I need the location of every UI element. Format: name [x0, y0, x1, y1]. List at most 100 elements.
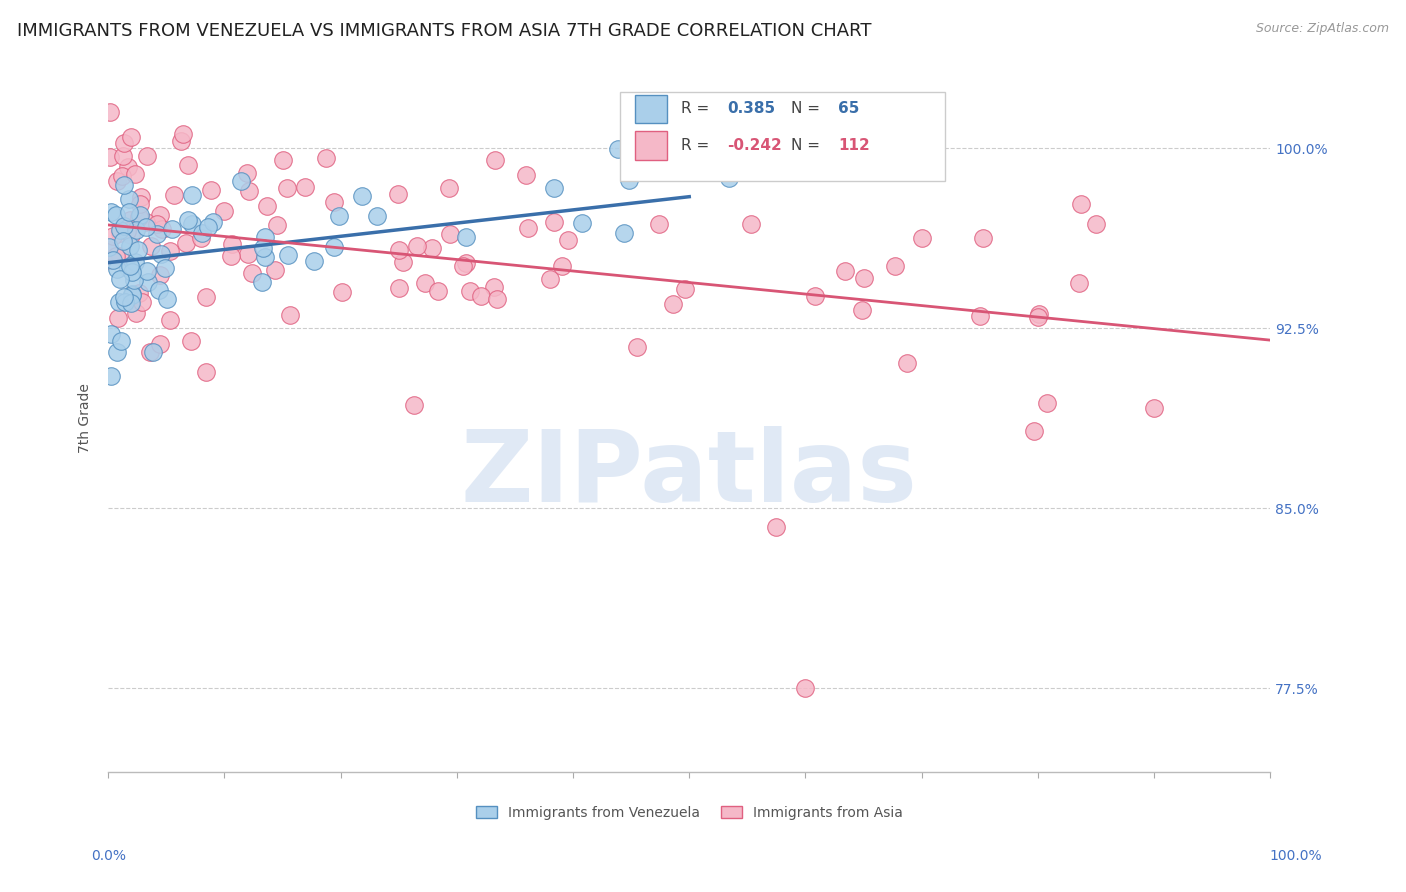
Point	[212, 203, 235, 218]
Point	[174, 235, 197, 250]
Point	[122, 273, 145, 287]
Point	[115, 224, 138, 238]
Point	[456, 230, 478, 244]
Point	[181, 217, 204, 231]
Point	[112, 219, 135, 233]
Point	[108, 272, 131, 286]
Point	[131, 295, 153, 310]
Point	[834, 264, 856, 278]
Point	[190, 226, 212, 240]
Point	[765, 520, 787, 534]
Point	[851, 302, 873, 317]
Point	[302, 253, 325, 268]
Point	[238, 247, 260, 261]
Point	[163, 187, 186, 202]
Point	[972, 231, 994, 245]
Point	[125, 223, 148, 237]
Point	[1028, 307, 1050, 321]
Point	[617, 172, 640, 186]
Point	[662, 297, 685, 311]
Point	[200, 183, 222, 197]
Point	[180, 334, 202, 349]
Point	[149, 336, 172, 351]
Point	[388, 243, 411, 257]
Point	[146, 217, 169, 231]
Text: 0.385: 0.385	[727, 101, 776, 116]
Point	[626, 339, 648, 353]
Point	[884, 260, 907, 274]
Point	[557, 233, 579, 247]
Bar	[634, 95, 668, 123]
Point	[100, 105, 122, 120]
Bar	[634, 131, 668, 160]
Point	[135, 215, 157, 229]
Point	[105, 208, 128, 222]
Point	[128, 286, 150, 301]
Point	[515, 169, 537, 183]
Point	[852, 270, 875, 285]
Point	[221, 236, 243, 251]
Point	[108, 223, 131, 237]
Point	[647, 217, 669, 231]
Point	[121, 287, 143, 301]
Point	[1022, 424, 1045, 438]
Point	[120, 239, 142, 253]
Point	[135, 264, 157, 278]
Point	[135, 219, 157, 234]
Point	[439, 181, 461, 195]
Point	[129, 197, 152, 211]
Point	[100, 369, 122, 384]
Point	[105, 261, 128, 276]
Point	[387, 187, 409, 202]
Point	[328, 209, 350, 223]
Point	[108, 294, 131, 309]
Point	[159, 244, 181, 258]
Text: Source: ZipAtlas.com: Source: ZipAtlas.com	[1256, 22, 1389, 36]
Point	[145, 227, 167, 242]
Point	[484, 153, 506, 168]
Point	[322, 240, 344, 254]
Text: -0.242: -0.242	[727, 138, 782, 153]
Point	[114, 178, 136, 193]
Point	[118, 259, 141, 273]
Point	[100, 204, 122, 219]
Point	[117, 161, 139, 175]
Point	[114, 294, 136, 309]
Point	[110, 249, 132, 263]
Point	[139, 238, 162, 252]
Text: N =: N =	[792, 138, 825, 153]
Text: 112: 112	[838, 138, 870, 153]
Point	[136, 149, 159, 163]
Point	[266, 218, 288, 232]
Point	[1084, 218, 1107, 232]
Point	[538, 272, 561, 286]
Point	[256, 199, 278, 213]
Point	[142, 345, 165, 359]
Point	[740, 217, 762, 231]
Point	[180, 187, 202, 202]
Point	[969, 310, 991, 324]
Point	[201, 215, 224, 229]
Point	[112, 234, 135, 248]
Point	[420, 241, 443, 255]
Text: R =: R =	[681, 101, 714, 116]
Point	[219, 249, 242, 263]
Text: 100.0%: 100.0%	[1270, 849, 1322, 863]
Point	[280, 308, 302, 322]
Point	[323, 194, 346, 209]
Point	[150, 246, 173, 260]
Point	[484, 280, 506, 294]
Point	[460, 284, 482, 298]
Point	[118, 205, 141, 219]
Point	[98, 253, 121, 268]
Point	[607, 142, 630, 156]
Point	[550, 260, 572, 274]
Point	[98, 243, 121, 257]
Point	[159, 313, 181, 327]
Point	[352, 189, 374, 203]
Point	[125, 306, 148, 320]
Point	[252, 241, 274, 255]
Point	[112, 149, 135, 163]
Point	[124, 168, 146, 182]
Point	[117, 260, 139, 275]
